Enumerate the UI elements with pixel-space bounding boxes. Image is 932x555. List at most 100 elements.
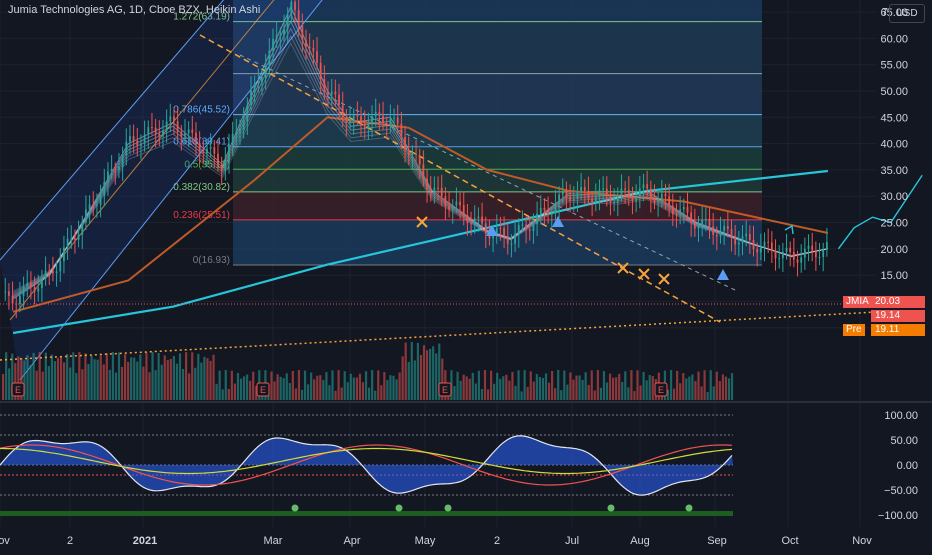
volume-bar xyxy=(44,352,47,400)
volume-bar xyxy=(511,371,514,400)
fib-band-5 xyxy=(233,169,762,192)
candle-body xyxy=(481,216,483,224)
volume-bar xyxy=(441,358,444,400)
volume-bar xyxy=(249,380,252,400)
candle-body xyxy=(616,195,619,203)
volume-bar xyxy=(462,374,465,400)
candle-body xyxy=(576,191,579,199)
candle-body xyxy=(598,189,601,198)
candle-body xyxy=(657,198,660,203)
volume-bar xyxy=(75,373,78,400)
candle-body xyxy=(44,270,47,279)
volume-bar xyxy=(572,379,575,400)
candle-body xyxy=(301,25,304,41)
candle-body xyxy=(594,197,597,203)
price-tick-label: 20.00 xyxy=(880,244,908,256)
cross-marker-1 xyxy=(617,262,629,274)
volume-bar xyxy=(593,390,596,400)
candle-body xyxy=(422,164,425,179)
candle-body xyxy=(195,132,197,144)
candle-body xyxy=(253,83,256,91)
trend-channel xyxy=(0,0,323,381)
volume-bar xyxy=(724,376,728,400)
candle-body xyxy=(297,10,300,26)
candle-body xyxy=(631,196,634,201)
volume-bar xyxy=(209,360,212,400)
volume-bar xyxy=(630,370,633,400)
candle-body xyxy=(627,189,630,197)
candle-body xyxy=(341,105,344,118)
candle-body xyxy=(587,190,590,199)
volume-bar xyxy=(676,370,679,400)
candle-body xyxy=(48,270,51,272)
volume-bar xyxy=(194,367,197,400)
volume-bar xyxy=(471,372,474,400)
candle-body xyxy=(737,242,740,245)
currency-button[interactable]: USD xyxy=(889,4,925,23)
candle-body xyxy=(558,194,561,205)
candle-body xyxy=(572,198,575,201)
candle-body xyxy=(539,207,542,214)
volume-bar xyxy=(599,387,602,400)
volume-bar xyxy=(188,373,191,400)
fib-label-1: 1.272(63.19) xyxy=(173,12,230,23)
candle-body xyxy=(239,129,241,132)
candle-body xyxy=(268,50,271,67)
volume-bar xyxy=(651,375,654,400)
chart-title: Jumia Technologies AG, 1D, Cboe BZX, Hei… xyxy=(8,4,261,16)
volume-bar xyxy=(486,389,490,400)
time-tick-label: Apr xyxy=(343,535,360,547)
volume-bar xyxy=(474,383,477,400)
volume-bar xyxy=(715,371,718,400)
volume-bar xyxy=(691,374,694,400)
volume-bar xyxy=(697,371,700,400)
candle-body xyxy=(92,204,95,206)
volume-bar xyxy=(425,350,429,400)
candle-body xyxy=(807,245,810,249)
candle-body xyxy=(583,186,586,191)
candle-body xyxy=(367,124,370,128)
osc-dot-3 xyxy=(607,504,615,512)
earnings-marker-2 xyxy=(438,382,452,397)
candle-body xyxy=(41,278,43,289)
candle-body xyxy=(396,117,399,124)
currency-prefix: 7 xyxy=(882,7,888,18)
candle-body xyxy=(624,188,627,190)
candle-body xyxy=(279,35,282,37)
candle-body xyxy=(459,201,461,206)
ema50-line xyxy=(12,116,829,313)
candle-body xyxy=(385,123,388,125)
candle-body xyxy=(752,240,755,250)
volume-bar xyxy=(197,353,200,400)
volume-bar xyxy=(325,372,328,400)
candle-body xyxy=(543,207,546,211)
time-tick-label: 2 xyxy=(67,535,73,547)
volume-bar xyxy=(252,371,255,400)
volume-bar xyxy=(468,378,471,400)
candle-body xyxy=(290,1,293,15)
candle-body xyxy=(407,149,410,156)
earnings-label-1: E xyxy=(260,385,266,395)
candle-body xyxy=(294,1,296,11)
volume-bar xyxy=(669,370,673,400)
candle-body xyxy=(338,94,340,106)
channel-fill xyxy=(0,0,323,380)
candle-body xyxy=(374,111,377,117)
candle-body xyxy=(462,205,465,216)
volume-bar xyxy=(557,370,560,400)
volume-bar xyxy=(508,380,511,400)
volume-bar xyxy=(499,378,502,400)
volume-bar xyxy=(203,356,206,400)
candle-body xyxy=(316,51,318,63)
candle-body xyxy=(74,238,76,240)
volume-bar xyxy=(2,374,5,400)
candle-body xyxy=(213,147,216,154)
candle-body xyxy=(701,219,704,226)
volume-bar xyxy=(596,370,599,400)
candle-body xyxy=(451,205,454,210)
volume-bar xyxy=(480,389,484,400)
candle-body xyxy=(70,238,73,240)
volume-bar xyxy=(419,354,423,400)
